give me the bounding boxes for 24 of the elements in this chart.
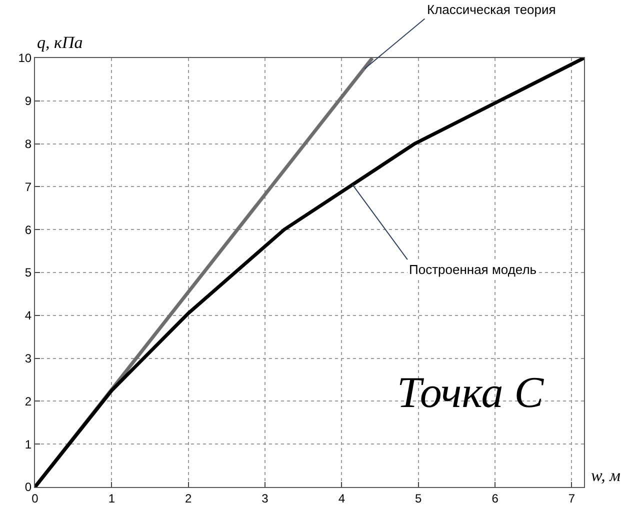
x-tick-label: 1 (108, 491, 116, 506)
x-tick-label: 7 (568, 491, 576, 506)
y-tick-label: 5 (24, 266, 32, 280)
y-tick-label: 8 (24, 137, 32, 151)
y-tick-label: 7 (24, 180, 32, 194)
annotation: Построенная модель (409, 262, 537, 277)
y-tick-label: 10 (18, 51, 32, 66)
x-tick-label: 3 (262, 491, 269, 506)
y-tick-label: 6 (24, 222, 32, 237)
y-tick-label: 4 (24, 308, 32, 323)
annotation: Точка С (397, 368, 544, 417)
line-series (35, 58, 584, 487)
y-axis-title: q, кПа (37, 33, 83, 52)
x-tick-label: 2 (185, 491, 192, 506)
annotation: Классическая теория (427, 2, 556, 17)
x-axis-title: w, м (591, 466, 621, 485)
y-tick-label: 1 (24, 437, 32, 452)
y-tick-label: 2 (24, 394, 32, 408)
x-tick-label: 5 (415, 491, 422, 506)
x-tick-label: 4 (338, 491, 346, 506)
y-tick-label: 0 (24, 480, 32, 494)
y-tick-label: 9 (24, 94, 32, 108)
y-tick-label: 3 (24, 352, 32, 366)
x-tick-label: 6 (492, 491, 499, 506)
